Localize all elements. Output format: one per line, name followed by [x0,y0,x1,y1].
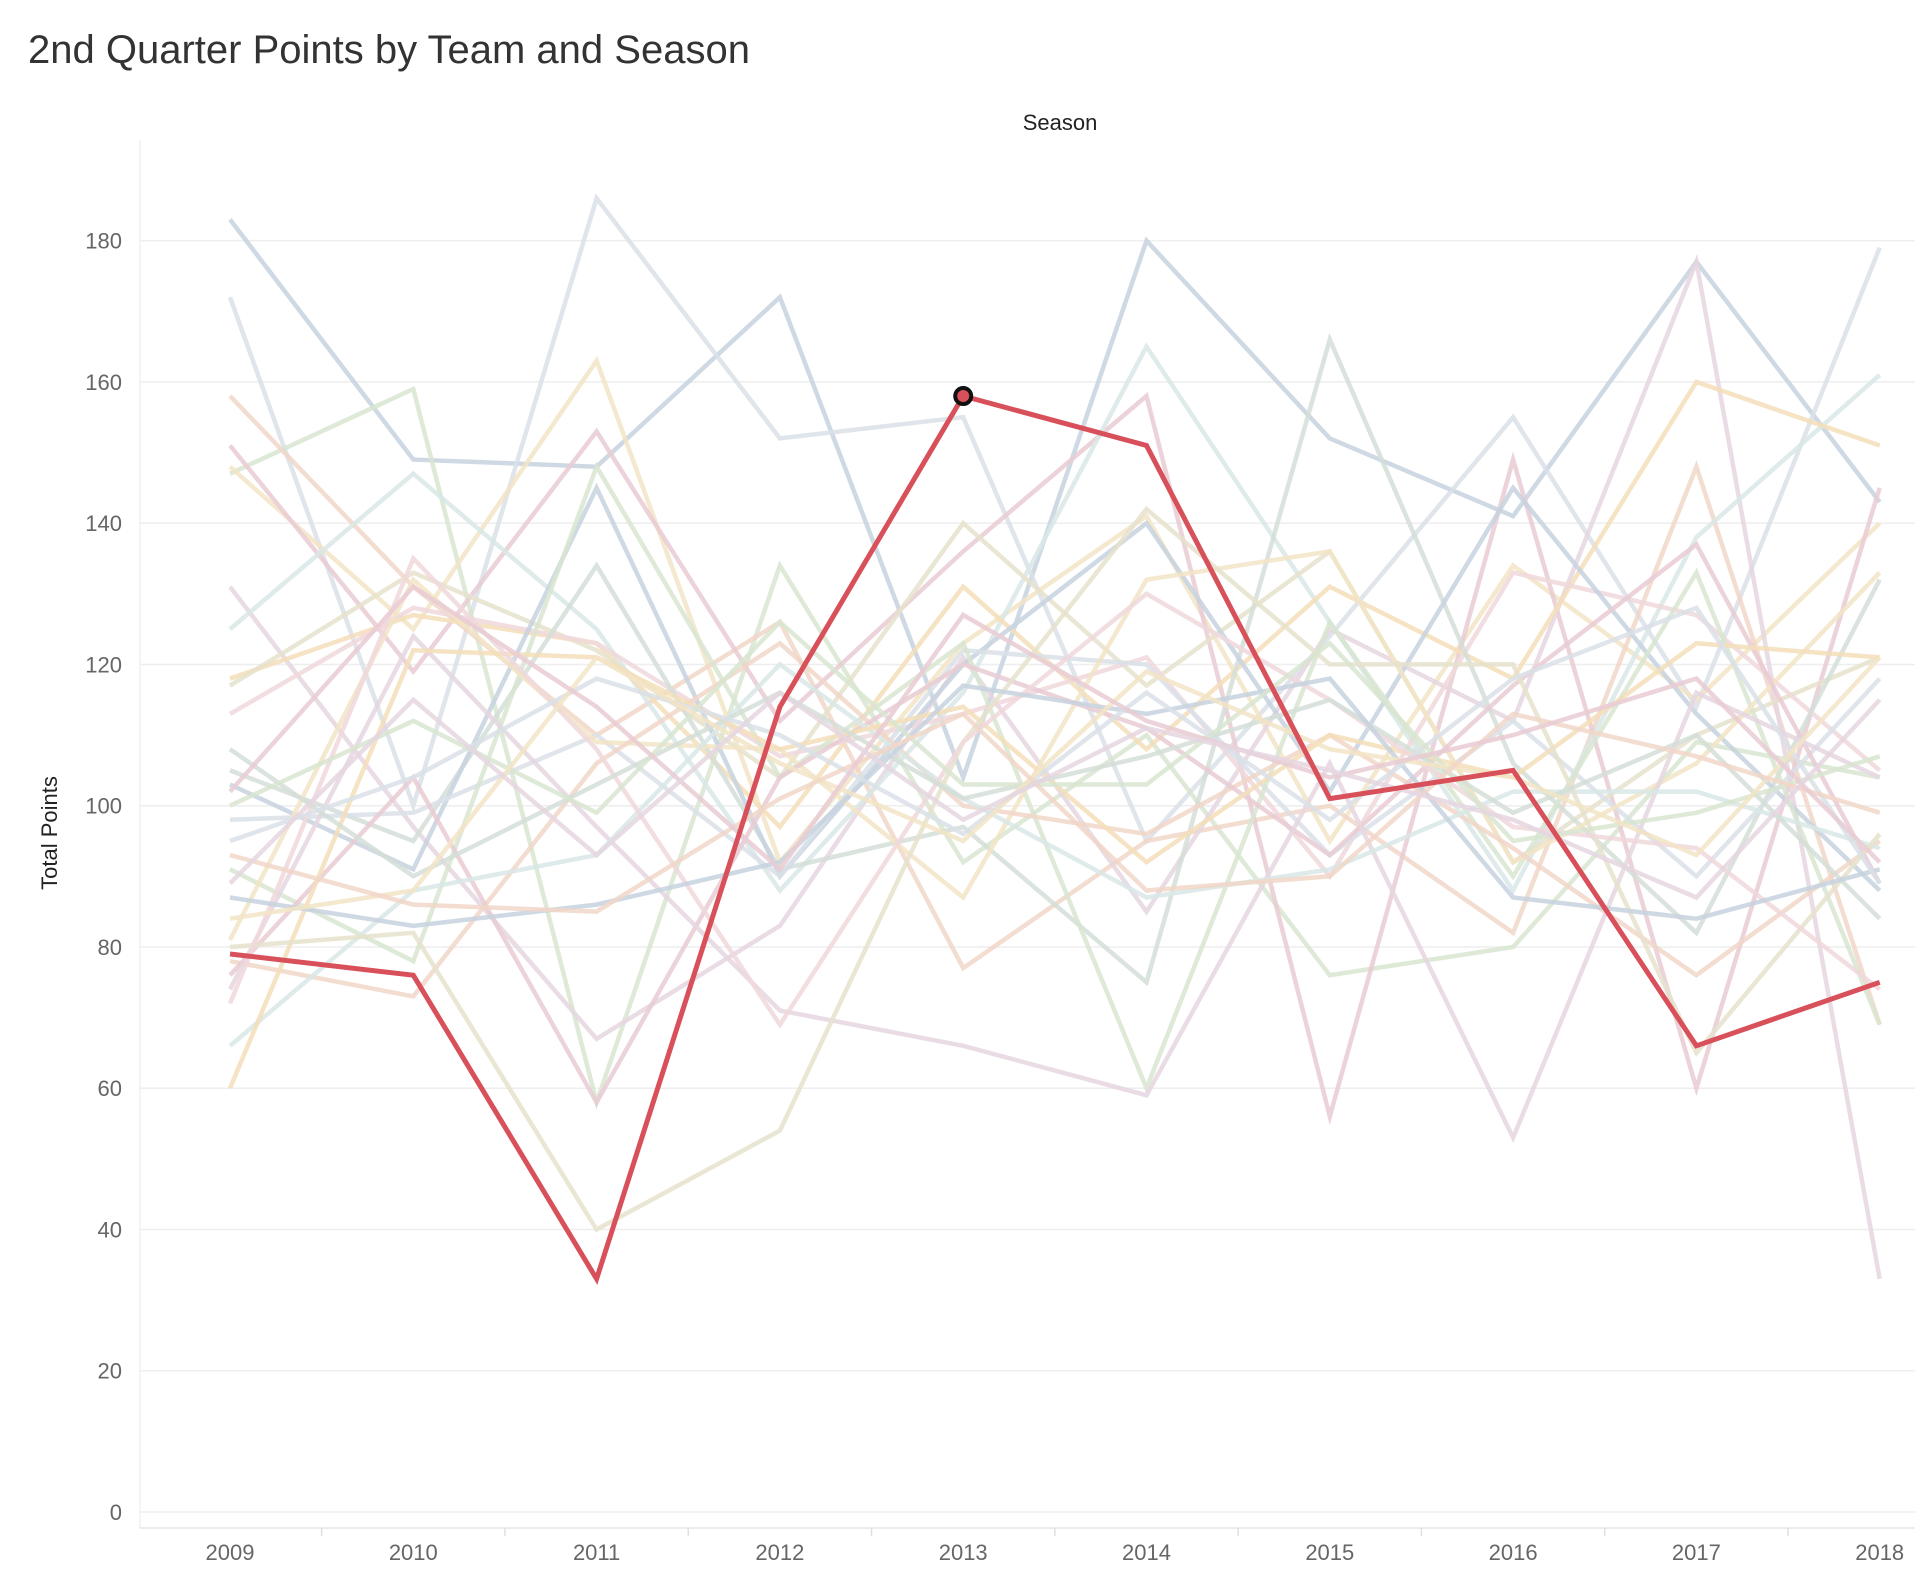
x-tick-label: 2016 [1489,1540,1538,1565]
y-tick-label: 100 [85,794,122,819]
background-team-lines [227,193,1882,1280]
x-tick-label: 2017 [1672,1540,1721,1565]
team-series-line[interactable] [229,482,1882,893]
y-axis-ticks: 0 20 40 60 80 100 120 140 160 180 [85,229,122,1525]
team-series-line[interactable] [229,332,1882,987]
y-tick-label: 0 [110,1500,122,1525]
y-tick-label: 120 [85,652,122,677]
team-series-line[interactable] [228,690,1882,921]
y-tick-label: 20 [98,1359,122,1384]
team-series-line[interactable] [229,711,1881,914]
highlighted-team-line [229,386,1881,1285]
team-series-line[interactable] [229,385,1881,1111]
y-tick-label: 160 [85,370,122,395]
team-series-line[interactable] [227,548,1882,941]
y-tick-label: 140 [85,511,122,536]
team-series-line[interactable] [228,632,1881,1144]
x-tick-label: 2011 [573,1540,620,1565]
x-tick-label: 2015 [1305,1540,1354,1565]
selected-point-marker[interactable] [953,386,974,407]
highlighted-series-line[interactable] [229,393,1881,1285]
team-series-line[interactable] [228,570,1882,881]
y-tick-label: 60 [98,1076,122,1101]
y-tick-label: 180 [85,229,122,254]
team-series-line[interactable] [228,342,1882,895]
team-series-line[interactable] [228,661,1881,1048]
team-series-line[interactable] [228,583,1882,873]
team-series-line[interactable] [229,654,1882,921]
y-tick-label: 80 [98,935,122,960]
x-axis-ticks: 2009 2010 2011 2012 2013 2014 2015 2016 2017 2018 [206,1540,1905,1565]
season-column-header: Season [1022,110,1098,135]
team-series-line[interactable] [229,605,1882,885]
x-tick-label: 2012 [755,1540,804,1565]
x-tick-label: 2018 [1855,1540,1904,1565]
x-tick-label: 2010 [389,1540,438,1565]
team-series-line[interactable] [229,618,1881,844]
team-series-line[interactable] [228,461,1882,1095]
team-series-line[interactable] [228,253,1882,1280]
x-tick-label: 2014 [1122,1540,1171,1565]
team-series-line[interactable] [228,355,1882,867]
team-series-line[interactable] [228,689,1882,901]
team-series-line[interactable] [228,218,1882,785]
chart-title: 2nd Quarter Points by Team and Season [28,28,750,72]
x-tick-label: 2009 [206,1540,255,1565]
axis-frame [139,140,1915,1536]
y-tick-label: 40 [98,1217,122,1242]
x-tick-label: 2013 [939,1540,988,1565]
team-series-line[interactable] [228,541,1882,1107]
